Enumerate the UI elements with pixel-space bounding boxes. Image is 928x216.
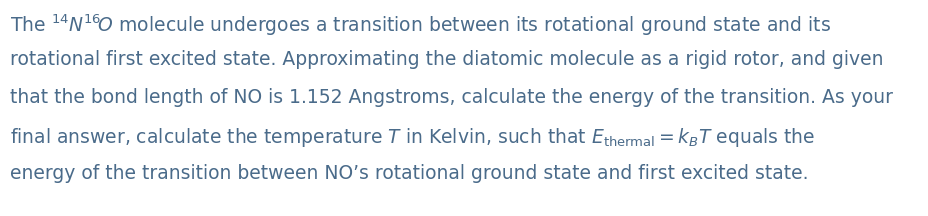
Text: that the bond length of NO is 1.152 Angstroms, calculate the energy of the trans: that the bond length of NO is 1.152 Angs… [10, 88, 892, 107]
Text: The $^{14}\mathit{N}^{16}\!\mathit{O}$ molecule undergoes a transition between i: The $^{14}\mathit{N}^{16}\!\mathit{O}$ m… [10, 12, 831, 38]
Text: energy of the transition between NO’s rotational ground state and first excited : energy of the transition between NO’s ro… [10, 164, 807, 183]
Text: rotational first excited state. Approximating the diatomic molecule as a rigid r: rotational first excited state. Approxim… [10, 50, 883, 69]
Text: final answer, calculate the temperature $\mathit{T}$ in Kelvin, such that $\math: final answer, calculate the temperature … [10, 126, 815, 149]
